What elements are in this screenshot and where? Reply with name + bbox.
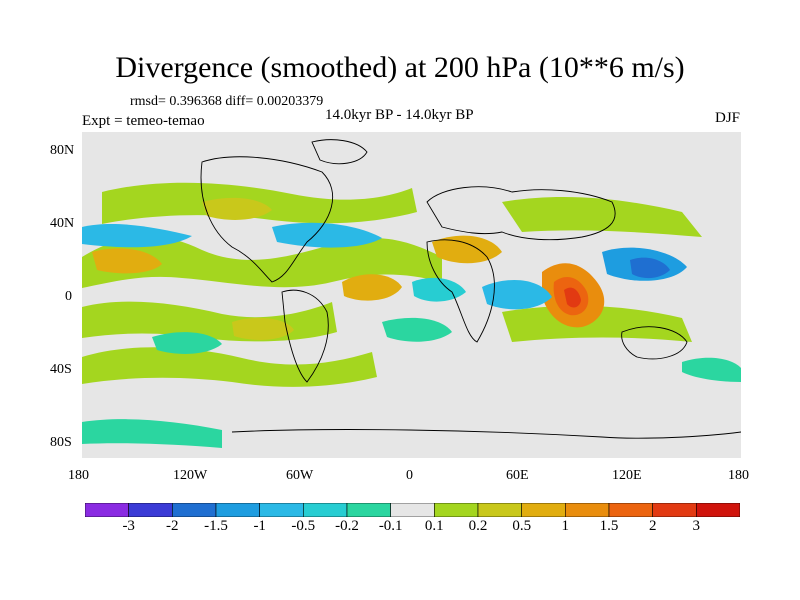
lon-label-0: 0 bbox=[406, 468, 413, 483]
colorbar-swatch-7 bbox=[390, 503, 435, 517]
period-label: 14.0kyr BP - 14.0kyr BP bbox=[325, 107, 474, 123]
lon-label-180W: 180 bbox=[68, 468, 89, 483]
colorbar-swatch-9 bbox=[477, 503, 522, 517]
lat-label-40S: 40S bbox=[50, 362, 72, 377]
colorbar-swatch-3 bbox=[215, 503, 260, 517]
lat-label-40N: 40N bbox=[50, 216, 75, 231]
colorbar-swatch-11 bbox=[565, 503, 610, 517]
colorbar-label: -2 bbox=[166, 518, 179, 534]
lon-label-120W: 120W bbox=[173, 468, 208, 483]
colorbar-swatch-8 bbox=[434, 503, 479, 517]
colorbar-swatch-10 bbox=[521, 503, 566, 517]
chart-title: Divergence (smoothed) at 200 hPa (10**6 … bbox=[115, 51, 685, 84]
colorbar-label: -3 bbox=[122, 518, 135, 534]
lon-label-60W: 60W bbox=[286, 468, 314, 483]
colorbar-swatch-6 bbox=[346, 503, 391, 517]
lon-label-120E: 120E bbox=[612, 468, 642, 483]
colorbar-label: -1 bbox=[253, 518, 266, 534]
colorbar-label: 0.2 bbox=[468, 518, 488, 534]
colorbar-labels: -3 -2 -1.5 -1 -0.5 -0.2 -0.1 0.1 0.2 0.5 1 1.5 2 3 bbox=[0, 518, 800, 540]
colorbar-label: 3 bbox=[692, 518, 701, 534]
colorbar-swatch-1 bbox=[128, 503, 173, 517]
colorbar-swatch-14 bbox=[696, 503, 740, 517]
colorbar bbox=[85, 503, 740, 517]
colorbar-label: 0.1 bbox=[424, 518, 444, 534]
stats-text: rmsd= 0.396368 diff= 0.00203379 bbox=[130, 94, 324, 109]
colorbar-swatch-2 bbox=[172, 503, 217, 517]
colorbar-label: 0.5 bbox=[512, 518, 532, 534]
lon-label-60E: 60E bbox=[506, 468, 529, 483]
colorbar-swatch-4 bbox=[259, 503, 304, 517]
colorbar-label: 2 bbox=[648, 518, 657, 534]
colorbar-swatch-5 bbox=[303, 503, 348, 517]
lat-label-80N: 80N bbox=[50, 143, 75, 158]
lat-label-0: 0 bbox=[65, 289, 72, 304]
colorbar-label: -0.5 bbox=[291, 518, 316, 534]
lat-label-80S: 80S bbox=[50, 435, 72, 450]
colorbar-label: -0.1 bbox=[378, 518, 403, 534]
colorbar-label: 1 bbox=[561, 518, 570, 534]
colorbar-swatch-13 bbox=[652, 503, 697, 517]
colorbar-swatch-0 bbox=[85, 503, 129, 517]
colorbar-label: -1.5 bbox=[204, 518, 228, 534]
divergence-map bbox=[82, 132, 741, 458]
lon-label-180E: 180 bbox=[728, 468, 749, 483]
experiment-label: Expt = temeo-temao bbox=[82, 113, 205, 129]
colorbar-label: -0.2 bbox=[335, 518, 359, 534]
colorbar-label: 1.5 bbox=[599, 518, 619, 534]
colorbar-swatch-12 bbox=[608, 503, 653, 517]
season-label: DJF bbox=[714, 110, 740, 126]
